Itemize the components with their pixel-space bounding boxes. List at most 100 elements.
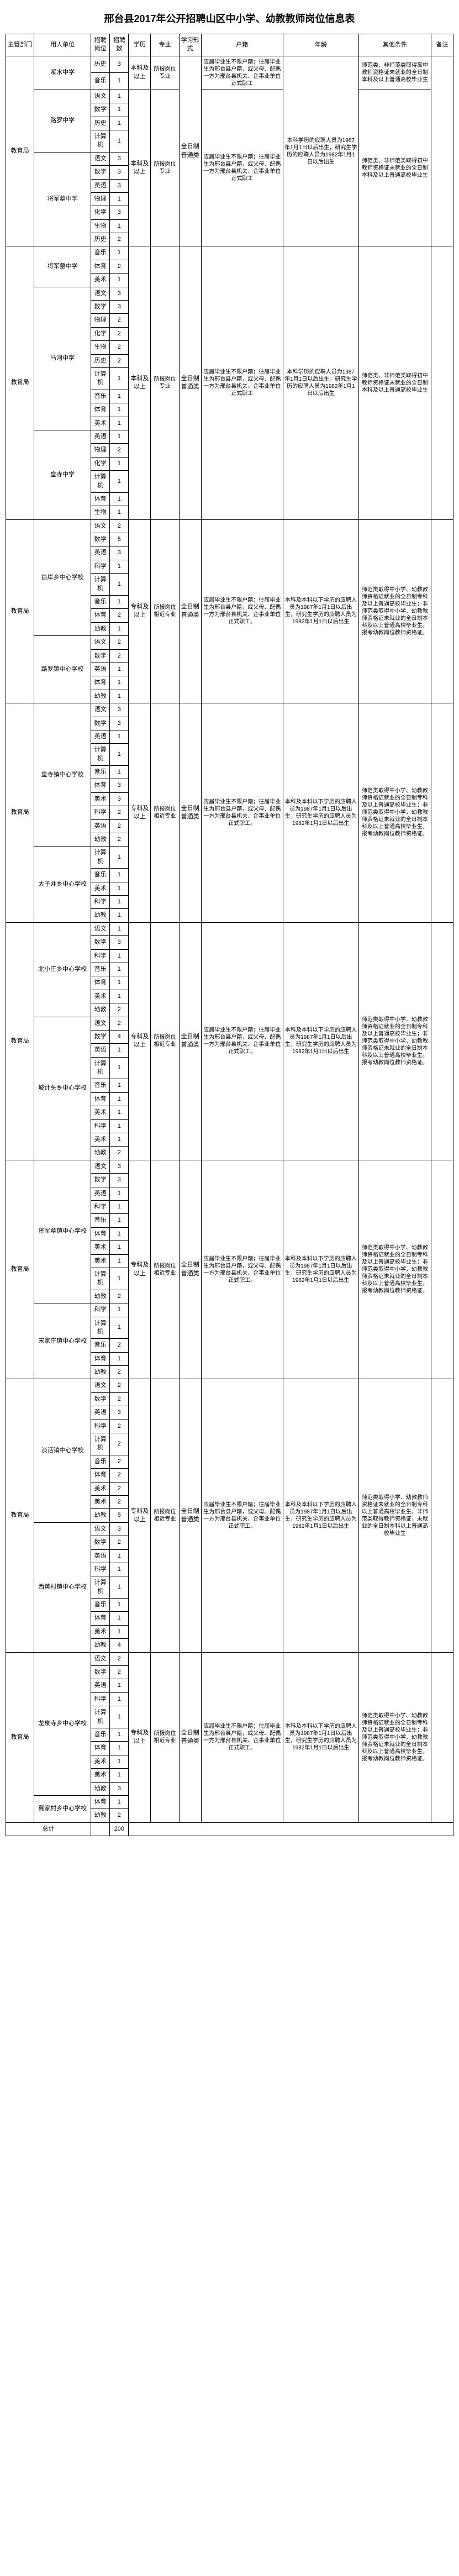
num-cell: 3 [110,717,129,730]
subj-cell: 英语 [91,1679,110,1692]
major-cell: 所报岗位相近专业 [151,1379,179,1652]
h-remark: 备注 [431,34,453,56]
subj-cell: 数学 [91,1030,110,1043]
subj-cell: 数学 [91,649,110,663]
num-cell: 1 [110,192,129,206]
num-cell: 3 [110,301,129,314]
num-cell: 2 [110,806,129,819]
table-row: 教育局 北小庄乡中心学校 语文1 专科及以上 所报岗位相近专业 全日制普通类 应… [6,922,453,935]
subj-cell: 幼教 [91,833,110,847]
hukou-cell: 应届毕业生不限户籍；往届毕业生为邢台县户籍，或父母、配偶一方为邢台县机关、企事业… [201,1652,283,1822]
dept-cell: 教育局 [6,56,34,246]
subj-cell: 科学 [91,1200,110,1213]
num-cell: 1 [110,1303,129,1317]
table-row: 教育局 浆水中学 历史3 本科及以上 所报岗位专业 全日制普通类 应届毕业生不限… [6,56,453,73]
subj-cell: 计算机 [91,847,110,869]
edu-cell: 专科及以上 [129,922,151,1160]
subj-cell: 物理 [91,314,110,327]
other-cell: 师范类、非师范类取得初中教师资格证未就业的全日制本科及以上普通高校毕业生 [358,90,431,246]
subj-cell: 科学 [91,1420,110,1433]
num-cell: 1 [110,847,129,869]
num-cell: 1 [110,130,129,152]
num-cell: 1 [110,1317,129,1339]
subj-cell: 计算机 [91,130,110,152]
h-major: 专业 [151,34,179,56]
subj-cell: 体育 [91,1469,110,1482]
hukou-cell: 应届毕业生不限户籍；往届毕业生为邢台县户籍，或父母、配偶一方为邢台县机关、企事业… [201,90,283,246]
num-cell: 1 [110,1214,129,1227]
num-cell: 1 [110,766,129,779]
num-cell: 3 [110,779,129,792]
subj-cell: 美术 [91,1482,110,1495]
subj-cell: 语文 [91,1652,110,1665]
subj-cell: 数学 [91,1392,110,1406]
edu-cell: 专科及以上 [129,1379,151,1652]
subj-cell: 音乐 [91,1339,110,1352]
num-cell: 1 [110,1227,129,1240]
subj-cell: 美术 [91,274,110,287]
num-cell: 1 [110,622,129,635]
num-cell: 1 [110,1106,129,1119]
table-row: 教育局 皇寺镇中心学校 语文3 专科及以上 所报岗位相近专业 全日制普通类 应届… [6,703,453,717]
subj-cell: 音乐 [91,1728,110,1742]
num-cell: 1 [110,1769,129,1782]
subj-cell: 美术 [91,990,110,1003]
hukou-cell: 应届毕业生不限户籍；往届毕业生为邢台县户籍，或父母、配偶一方为邢台县机关、企事业… [201,1379,283,1652]
num-cell: 1 [110,1268,129,1290]
num-cell: 1 [110,471,129,493]
num-cell: 4 [110,1030,129,1043]
subj-cell: 美术 [91,882,110,895]
num-cell: 3 [110,56,129,73]
num-cell: 2 [110,636,129,649]
major-cell: 所报岗位专业 [151,90,179,246]
subj-cell: 幼教 [91,1782,110,1795]
subj-cell: 语文 [91,1160,110,1173]
subj-cell: 科学 [91,896,110,909]
subj-cell: 化学 [91,327,110,340]
num-cell: 3 [110,936,129,949]
num-cell: 2 [110,354,129,367]
subj-cell: 科学 [91,949,110,963]
unit-cell: 城计头乡中心学校 [34,1017,91,1160]
num-cell: 2 [110,1147,129,1160]
num-cell: 1 [110,1200,129,1213]
subj-cell: 体育 [91,1092,110,1106]
subj-cell: 英语 [91,1044,110,1057]
subj-cell: 体育 [91,976,110,990]
num-cell: 1 [110,1549,129,1563]
num-cell: 2 [110,819,129,833]
num-cell: 1 [110,1241,129,1254]
hukou-cell: 应届毕业生不限户籍；往届毕业生为邢台县户籍，或父母、配偶一方为邢台县机关、企事业… [201,56,283,90]
num-cell: 5 [110,533,129,546]
remark-cell [431,56,453,246]
subj-cell: 语文 [91,90,110,103]
subj-cell: 音乐 [91,869,110,882]
subj-cell: 化学 [91,206,110,219]
table-row: 教育局 白岸乡中心学校 语文2 专科及以上 所报岗位相近专业 全日制普通类 应届… [6,519,453,533]
other-cell: 师范类取得中小学、幼教教师资格证就业的全日制专科及以上普通高校毕业生；非师范类取… [358,703,431,923]
subj-cell: 幼教 [91,622,110,635]
subj-cell: 美术 [91,792,110,806]
subj-cell: 音乐 [91,963,110,976]
subj-cell: 幼教 [91,1003,110,1017]
unit-cell: 龙泉寺乡中心学校 [34,1652,91,1795]
remark-cell [431,1652,453,1822]
subj-cell: 语文 [91,703,110,717]
num-cell: 1 [110,367,129,390]
subj-cell: 数学 [91,1536,110,1549]
num-cell: 2 [110,233,129,246]
unit-cell: 将军墓中学 [34,246,91,287]
num-cell: 3 [110,546,129,560]
other-cell: 师范类取得中小学、幼教教师资格证就业的全日制专科及以上普通高校毕业生；非师范类取… [358,1652,431,1822]
h-age: 年龄 [283,34,358,56]
unit-cell: 路罗镇中心学校 [34,636,91,703]
num-cell: 2 [110,1290,129,1303]
mode-cell: 全日制普通类 [179,703,201,923]
subj-cell: 体育 [91,609,110,622]
major-cell: 所报岗位相近专业 [151,703,179,923]
num-cell: 1 [110,492,129,506]
subj-cell: 科学 [91,1692,110,1706]
unit-cell: 冀家村乡中心学校 [34,1795,91,1822]
subj-cell: 音乐 [91,1455,110,1468]
num-cell: 3 [110,1406,129,1420]
